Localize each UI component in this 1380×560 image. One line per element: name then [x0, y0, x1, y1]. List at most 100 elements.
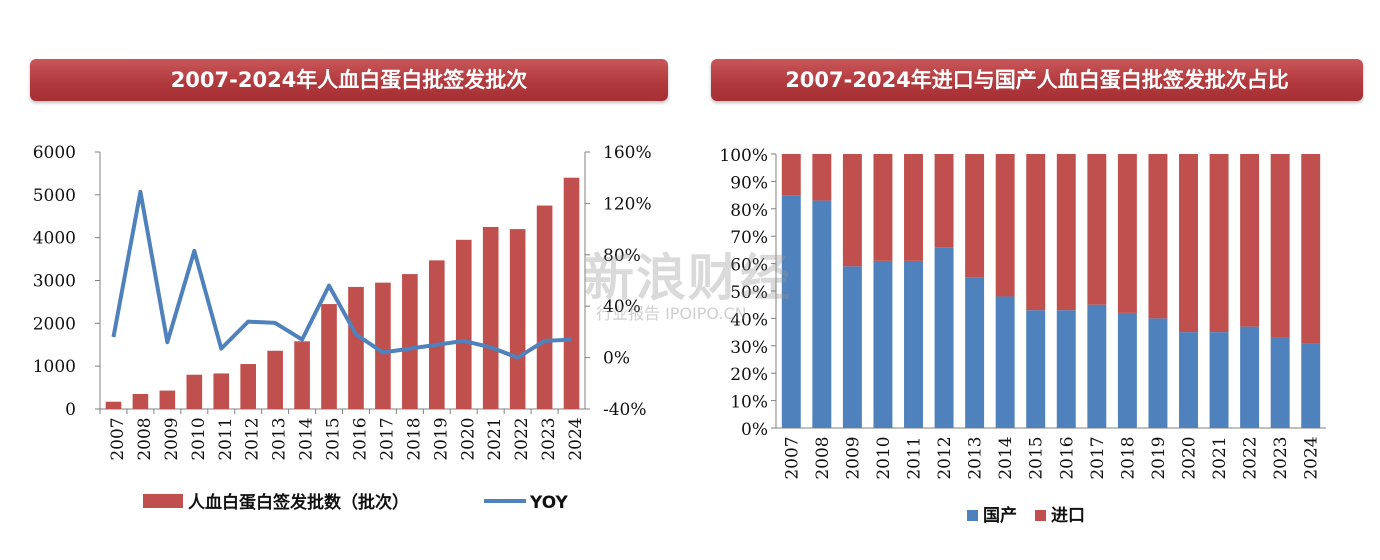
- bar-domestic: [934, 247, 954, 428]
- bar: [267, 350, 283, 409]
- right-tick-label: 0%: [603, 349, 630, 369]
- bar: [159, 390, 176, 409]
- bar-import: [1270, 154, 1290, 338]
- x-tick-label: 2008: [135, 417, 155, 460]
- x-tick-label: 2022: [512, 417, 532, 460]
- bar-import: [1148, 154, 1168, 319]
- left-tick-label: 5000: [33, 186, 76, 206]
- right-chart-tick-label: 30%: [730, 338, 768, 358]
- bar-import: [1301, 154, 1321, 344]
- watermark-main: 新浪财经: [584, 249, 792, 307]
- legend-label-domestic: 国产: [983, 505, 1017, 526]
- yoy-line: [111, 189, 572, 360]
- bar-domestic: [965, 277, 985, 428]
- x-tick-label: 2016: [350, 417, 370, 460]
- bar: [105, 401, 122, 409]
- right-chart-x-tick-label: 2016: [1057, 436, 1077, 479]
- right-chart-x-tick-label: 2009: [843, 436, 863, 479]
- x-tick-label: 2021: [485, 417, 505, 460]
- bar: [240, 364, 257, 409]
- right-chart-x-tick-label: 2011: [905, 436, 925, 479]
- bar-domestic: [1270, 337, 1290, 428]
- bar-domestic: [1087, 304, 1107, 428]
- bar-import: [965, 154, 985, 278]
- right-chart-x-tick-label: 2018: [1118, 436, 1138, 479]
- bar-domestic: [1209, 332, 1229, 428]
- right-chart-x-tick-label: 2022: [1241, 436, 1261, 479]
- right-tick-label: 40%: [603, 297, 641, 317]
- left-tick-label: 1000: [33, 357, 76, 377]
- legend-label-bars: 人血白蛋白签发批数（批次）: [188, 492, 409, 513]
- right-chart-x-tick-label: 2012: [935, 436, 955, 479]
- bar: [482, 226, 499, 409]
- right-chart-tick-label: 10%: [730, 393, 768, 413]
- right-tick-label: -40%: [603, 400, 647, 420]
- x-tick-label: 2014: [297, 417, 317, 460]
- left-tick-label: 4000: [33, 229, 76, 249]
- right-chart-tick-label: 60%: [730, 256, 768, 276]
- x-tick-label: 2017: [377, 417, 397, 460]
- bar-domestic: [995, 296, 1015, 428]
- right-chart-tick-label: 20%: [730, 365, 768, 385]
- bar: [213, 373, 230, 409]
- left-tick-label: 0: [65, 400, 76, 420]
- bar: [321, 304, 337, 409]
- legend-swatch-import: [1035, 510, 1046, 521]
- bar-domestic: [1240, 326, 1260, 428]
- bar: [294, 341, 310, 409]
- bar-import: [781, 154, 801, 196]
- bar: [402, 274, 418, 409]
- bar-domestic: [904, 260, 923, 428]
- right-chart-tick-label: 70%: [730, 228, 768, 248]
- bar: [186, 374, 203, 409]
- x-tick-label: 2009: [162, 417, 182, 460]
- right-chart-x-tick-label: 2010: [874, 436, 894, 479]
- bar-domestic: [781, 195, 801, 428]
- right-chart-x-tick-label: 2017: [1088, 436, 1108, 479]
- watermark-sub: 行业报告 IPOIPO.CN: [596, 304, 747, 323]
- right-chart-x-tick-label: 2021: [1210, 436, 1230, 479]
- right-tick-label: 160%: [603, 143, 652, 163]
- bar: [536, 205, 553, 409]
- right-chart-title: 2007-2024年进口与国产人血白蛋白批签发批次占比: [711, 59, 1363, 101]
- bar-import: [873, 154, 893, 261]
- bar-domestic: [1117, 312, 1137, 428]
- x-tick-label: 2019: [431, 417, 451, 460]
- x-tick-label: 2018: [404, 417, 424, 460]
- right-chart-x-tick-label: 2014: [996, 436, 1016, 479]
- bar-import: [1240, 154, 1260, 327]
- right-tick-label: 120%: [603, 194, 652, 214]
- left-tick-label: 3000: [33, 272, 76, 292]
- bar-import: [1087, 154, 1107, 305]
- bar-domestic: [873, 260, 893, 428]
- bar: [509, 229, 526, 409]
- bar-import: [995, 154, 1015, 297]
- bar-import: [842, 154, 862, 267]
- right-chart-x-tick-label: 2019: [1149, 436, 1169, 479]
- right-chart-x-tick-label: 2020: [1180, 436, 1200, 479]
- right-chart-tick-label: 90%: [730, 173, 768, 193]
- right-chart-x-tick-label: 2013: [966, 436, 986, 479]
- bar-domestic: [812, 200, 832, 428]
- legend-swatch-domestic: [967, 510, 978, 521]
- right-chart-tick-label: 40%: [730, 310, 768, 330]
- right-chart-tick-label: 50%: [730, 283, 768, 303]
- right-chart-tick-label: 100%: [719, 146, 768, 166]
- bar-import: [812, 154, 832, 201]
- x-tick-label: 2011: [216, 417, 236, 460]
- right-chart-x-tick-label: 2015: [1027, 436, 1047, 479]
- bar-domestic: [1056, 310, 1076, 428]
- bar-import: [1117, 154, 1137, 313]
- legend-label-yoy: YOY: [529, 493, 569, 513]
- bar-domestic: [1026, 310, 1046, 428]
- bar: [428, 260, 445, 409]
- x-tick-label: 2013: [270, 417, 290, 460]
- bar-domestic: [1301, 343, 1321, 428]
- bar-import: [904, 154, 923, 261]
- bar-import: [1179, 154, 1198, 333]
- x-tick-label: 2007: [108, 417, 128, 460]
- right-tick-label: 80%: [603, 246, 641, 266]
- right-chart-x-tick-label: 2023: [1271, 436, 1291, 479]
- x-tick-label: 2010: [189, 417, 209, 460]
